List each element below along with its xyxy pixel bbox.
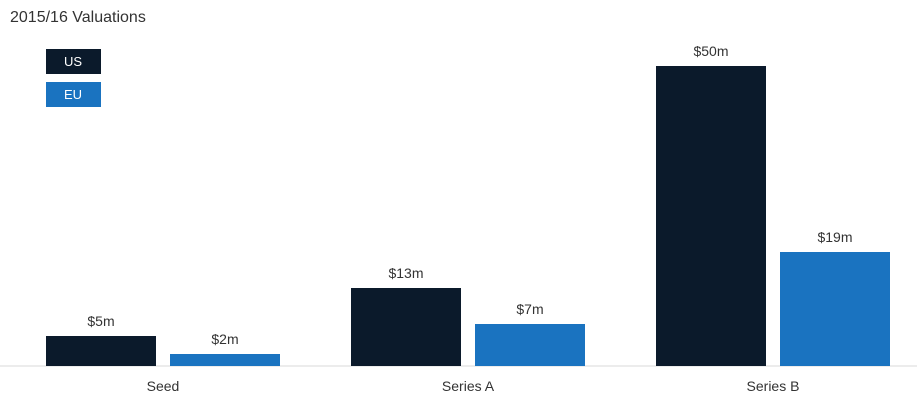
legend: US EU [46, 49, 101, 107]
legend-label-us: US [64, 54, 82, 69]
bar-eu-series-a [475, 324, 585, 366]
bar-us-series-a [351, 288, 461, 366]
category-label-series-a: Series A [442, 378, 495, 394]
bars-group: $5m $2m $13m $7m $50m $19m [46, 43, 890, 366]
data-label-us-series-b: $50m [693, 43, 728, 59]
category-labels: Seed Series A Series B [147, 378, 800, 394]
bar-eu-series-b [780, 252, 890, 366]
bar-us-series-b [656, 66, 766, 366]
category-label-seed: Seed [147, 378, 180, 394]
data-label-eu-seed: $2m [211, 331, 238, 347]
category-label-series-b: Series B [747, 378, 800, 394]
chart-title: 2015/16 Valuations [10, 9, 146, 26]
legend-label-eu: EU [64, 87, 82, 102]
data-label-eu-series-a: $7m [516, 301, 543, 317]
legend-swatch-eu [46, 82, 101, 107]
bar-us-seed [46, 336, 156, 366]
data-label-eu-series-b: $19m [817, 229, 852, 245]
bar-eu-seed [170, 354, 280, 366]
legend-swatch-us [46, 49, 101, 74]
data-label-us-series-a: $13m [388, 265, 423, 281]
data-label-us-seed: $5m [87, 313, 114, 329]
